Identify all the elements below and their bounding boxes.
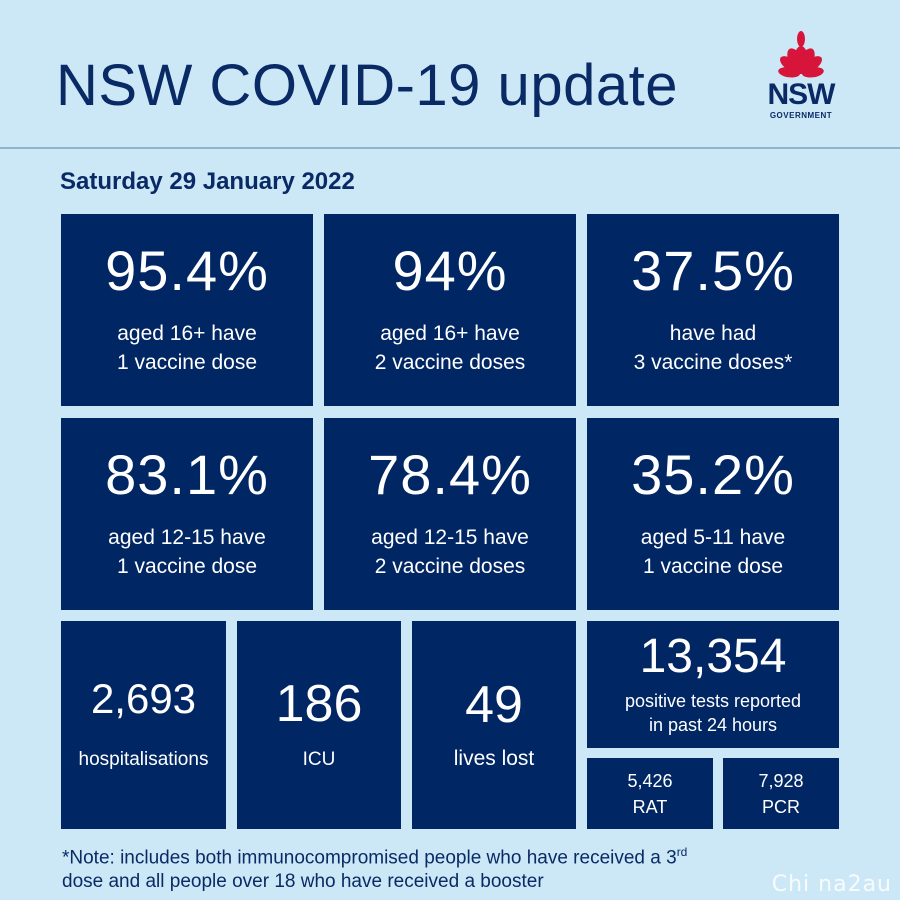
stat-value: 49 [465,676,523,734]
stat-label: positive tests reported in past 24 hours [625,689,801,737]
stat-tile-5-11-1-dose: 35.2% aged 5-11 have 1 vaccine dose [587,418,839,610]
stat-value: 37.5% [631,239,795,302]
stat-label-line2: 3 vaccine doses* [633,351,793,374]
footnote-line1: *Note: includes both immunocompromised p… [62,840,687,870]
stat-value: 83.1% [105,443,269,506]
stat-value: 2,693 [90,675,197,722]
footnote-superscript: rd [676,845,688,859]
stat-label: aged 16+ have 2 vaccine doses [375,319,526,377]
stat-value: 186 [275,675,363,733]
stat-label: aged 16+ have 1 vaccine dose [117,319,257,377]
stat-label: have had 3 vaccine doses* [634,319,793,377]
stat-label: aged 12-15 have 2 vaccine doses [371,523,529,581]
stat-label-line1: aged 12-15 have [371,526,529,549]
stat-tile-12-15-1-dose: 83.1% aged 12-15 have 1 vaccine dose [61,418,313,610]
stat-label: aged 12-15 have 1 vaccine dose [108,523,266,581]
stat-label-line2: 2 vaccine doses [374,351,526,374]
stat-value: 78.4% [368,443,532,506]
stat-tile-16plus-1-dose: 95.4% aged 16+ have 1 vaccine dose [61,214,313,406]
stat-label: ICU [302,749,336,770]
waratah-icon [778,31,824,78]
stat-tile-12-15-2-doses: 78.4% aged 12-15 have 2 vaccine doses [324,418,576,610]
stat-label-line1: aged 5-11 have [640,526,786,549]
report-date: Saturday 29 January 2022 [60,168,355,195]
stat-label-line2: 1 vaccine dose [642,555,784,578]
stat-label-line1: aged 16+ have [117,322,257,345]
watermark: Chi na2au [771,872,892,897]
stat-value: 7,928 [758,770,804,791]
stat-label-line2: 2 vaccine doses [374,555,526,578]
stat-label-line2: 1 vaccine dose [116,351,258,374]
stat-value: 13,354 [639,629,787,683]
stat-tile-hospitalisations: 2,693 hospitalisations [61,621,226,829]
stat-value: 5,426 [627,770,673,791]
stat-tile-lives-lost: 49 lives lost [412,621,576,829]
stat-label-line1: have had [669,322,757,345]
stat-tile-16plus-2-doses: 94% aged 16+ have 2 vaccine doses [324,214,576,406]
stat-label-line1: positive tests reported [624,690,802,711]
stat-value: 35.2% [631,443,795,506]
stat-tile-icu: 186 ICU [237,621,401,829]
stat-tile-positive-tests: 13,354 positive tests reported in past 2… [587,621,839,748]
stat-label-line1: aged 12-15 have [108,526,266,549]
stat-label: hospitalisations [78,749,209,770]
stat-value: 94% [392,239,508,302]
stat-tile-pcr: 7,928 PCR [723,758,839,829]
stat-label-line1: aged 16+ have [380,322,520,345]
header-divider [0,147,900,149]
nsw-government-logo: NSW GOVERNMENT [755,30,847,122]
stat-value: 95.4% [105,239,269,302]
logo-wordmark: NSW [767,78,836,111]
stat-tile-rat: 5,426 RAT [587,758,713,829]
stat-label: PCR [761,796,800,817]
logo-subtitle: GOVERNMENT [769,111,833,120]
stat-label: RAT [632,796,668,817]
footnote: *Note: includes both immunocompromised p… [62,840,687,894]
page-title: NSW COVID-19 update [56,53,678,118]
stat-label-line2: in past 24 hours [648,714,778,735]
footnote-line2: dose and all people over 18 who have rec… [62,871,544,893]
stat-label-line2: 1 vaccine dose [116,555,258,578]
stat-label: lives lost [453,747,535,770]
footnote-text: *Note: includes both immunocompromised p… [62,847,677,869]
stat-tile-3-doses: 37.5% have had 3 vaccine doses* [587,214,839,406]
stat-label: aged 5-11 have 1 vaccine dose [641,523,785,581]
